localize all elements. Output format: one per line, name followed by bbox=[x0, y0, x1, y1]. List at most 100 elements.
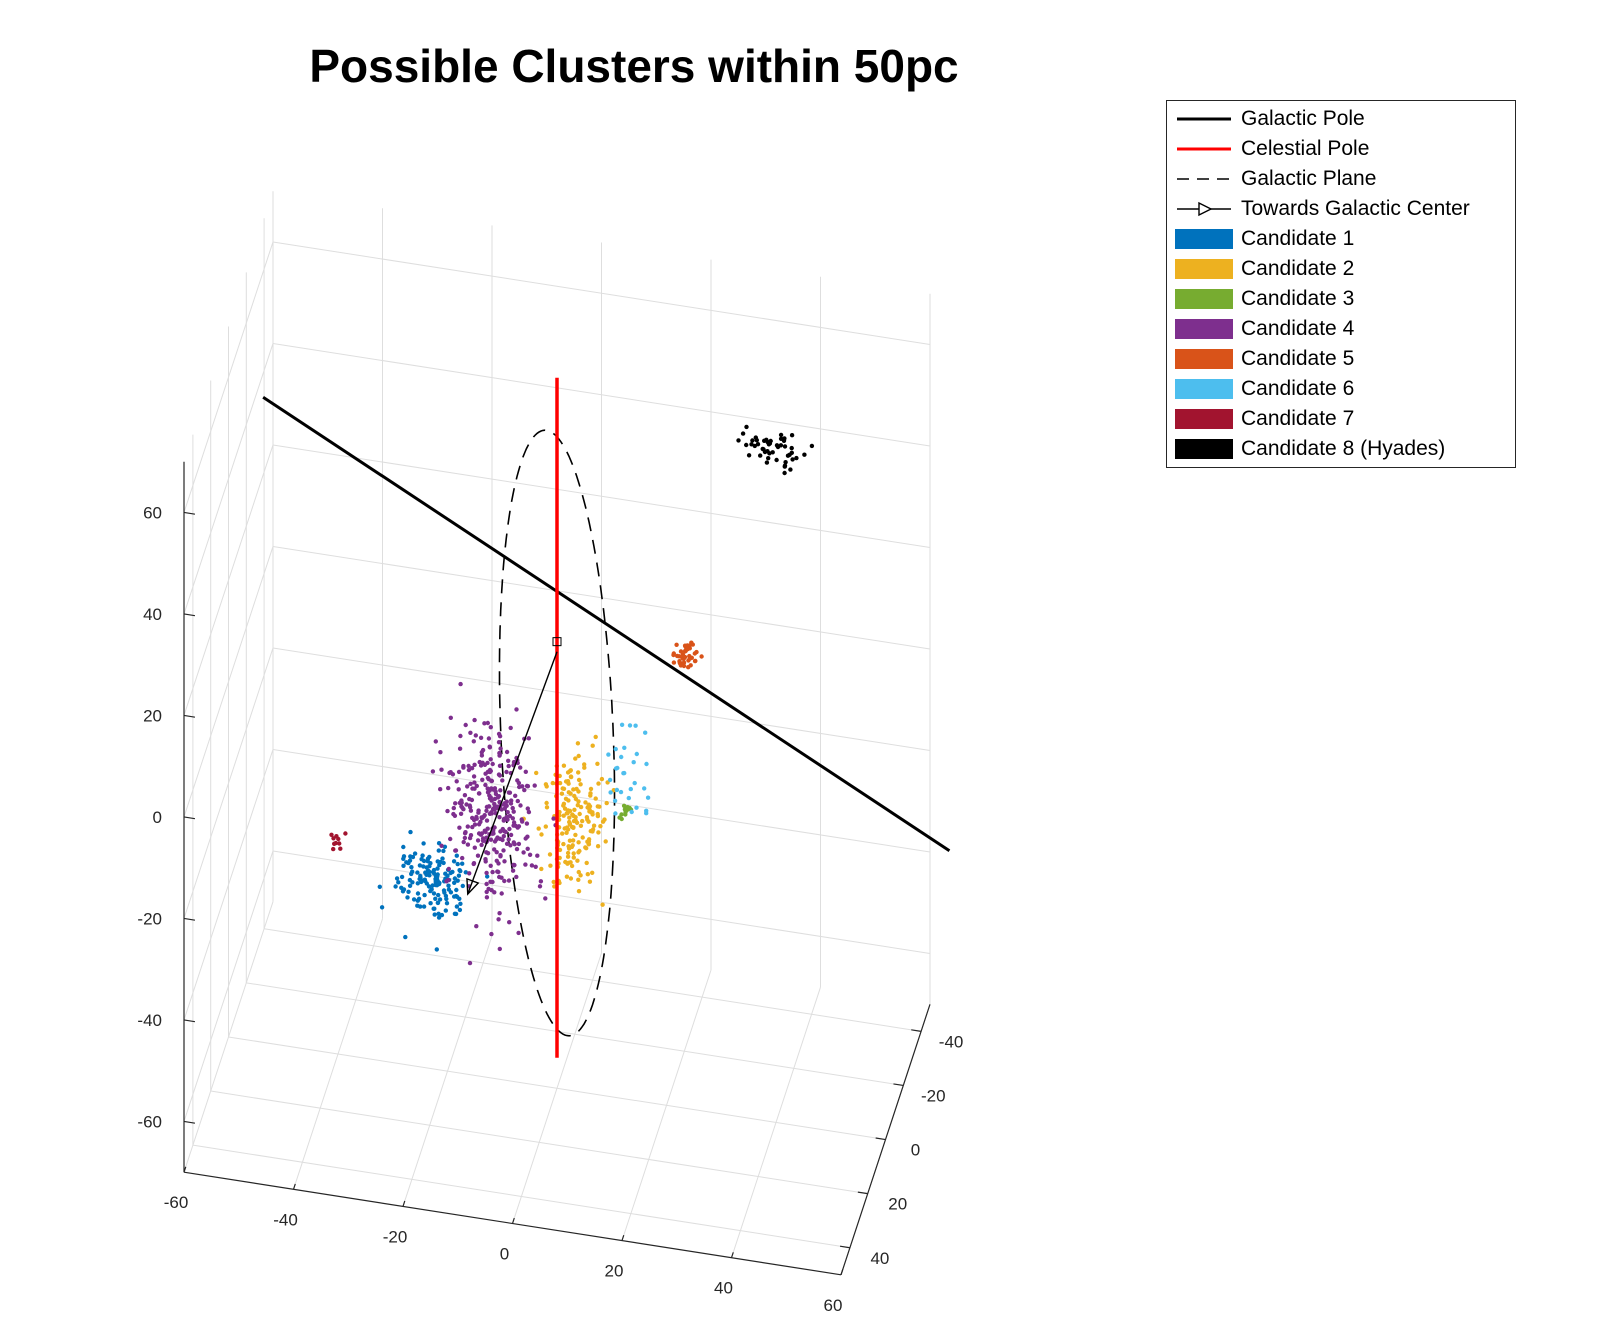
galactic-center-arrowhead bbox=[466, 877, 480, 896]
data-point bbox=[602, 817, 607, 822]
data-point bbox=[560, 831, 565, 836]
data-point bbox=[457, 825, 462, 830]
data-point bbox=[596, 830, 601, 835]
data-point bbox=[475, 853, 481, 858]
legend-item-galactic-pole: Galactic Pole bbox=[1173, 104, 1365, 134]
data-point bbox=[412, 851, 418, 856]
z-tick-mark bbox=[183, 917, 196, 921]
data-point bbox=[499, 891, 504, 896]
data-point bbox=[463, 830, 468, 835]
data-point bbox=[401, 887, 407, 892]
data-point bbox=[782, 464, 787, 469]
data-point bbox=[463, 870, 468, 875]
data-point bbox=[681, 660, 687, 665]
data-point bbox=[643, 730, 648, 735]
data-point bbox=[492, 890, 497, 895]
data-point bbox=[550, 780, 555, 786]
data-point bbox=[613, 811, 618, 816]
data-point bbox=[415, 870, 420, 875]
y-tick-mark bbox=[839, 1245, 850, 1249]
legend-swatch-candidate-5 bbox=[1173, 347, 1235, 371]
data-point bbox=[595, 761, 600, 766]
data-point bbox=[569, 863, 575, 869]
data-point bbox=[567, 815, 572, 820]
data-point bbox=[452, 880, 457, 885]
data-point bbox=[454, 779, 459, 784]
data-point bbox=[564, 830, 569, 835]
grid-line bbox=[183, 444, 274, 716]
data-point bbox=[539, 832, 544, 837]
data-point bbox=[461, 839, 466, 845]
data-point bbox=[483, 782, 488, 788]
data-point bbox=[532, 783, 537, 788]
data-point bbox=[564, 874, 570, 879]
data-point bbox=[593, 734, 598, 740]
data-point bbox=[524, 821, 530, 826]
data-point bbox=[480, 836, 486, 841]
data-point bbox=[489, 798, 494, 803]
data-point bbox=[421, 904, 427, 909]
x-tick-mark bbox=[292, 1183, 296, 1190]
data-point bbox=[433, 739, 438, 744]
data-point bbox=[537, 884, 543, 889]
grid-line bbox=[272, 647, 931, 752]
data-point bbox=[496, 869, 501, 875]
data-point bbox=[584, 860, 589, 866]
data-point bbox=[506, 878, 512, 883]
data-point bbox=[768, 438, 773, 444]
data-point bbox=[682, 654, 688, 660]
data-point bbox=[778, 436, 784, 441]
data-point bbox=[454, 853, 459, 858]
data-point bbox=[565, 854, 571, 859]
data-point bbox=[538, 879, 544, 884]
data-point bbox=[565, 810, 570, 816]
data-point bbox=[527, 852, 533, 857]
legend-label: Candidate 6 bbox=[1241, 377, 1355, 400]
data-point bbox=[443, 908, 448, 913]
data-point bbox=[492, 847, 497, 852]
data-point bbox=[426, 884, 432, 889]
data-point bbox=[511, 863, 517, 868]
data-point bbox=[677, 660, 682, 665]
legend-item-galactic-center: Towards Galactic Center bbox=[1173, 194, 1470, 224]
data-point bbox=[490, 831, 495, 836]
data-point bbox=[478, 735, 484, 740]
data-point bbox=[472, 717, 477, 723]
data-point bbox=[490, 761, 495, 767]
data-point bbox=[595, 813, 601, 819]
data-point bbox=[447, 770, 452, 776]
z-tick-mark bbox=[183, 511, 196, 515]
y-tick-label: -40 bbox=[939, 1032, 964, 1051]
data-point bbox=[453, 911, 459, 917]
axes bbox=[183, 461, 931, 1276]
data-point bbox=[674, 642, 679, 647]
data-point bbox=[436, 848, 441, 853]
data-point bbox=[446, 887, 452, 892]
data-point bbox=[487, 811, 493, 816]
data-point bbox=[603, 839, 608, 844]
data-point bbox=[485, 775, 491, 781]
data-point bbox=[497, 763, 503, 768]
data-point bbox=[774, 443, 780, 448]
data-point bbox=[788, 467, 793, 472]
legend-swatch-rect bbox=[1175, 409, 1233, 429]
data-point bbox=[498, 829, 503, 834]
data-point bbox=[515, 825, 520, 830]
data-point bbox=[619, 722, 625, 727]
data-point bbox=[394, 876, 400, 881]
z-tick-mark bbox=[183, 714, 196, 718]
data-point bbox=[559, 791, 565, 796]
data-point bbox=[485, 826, 490, 831]
data-point bbox=[333, 840, 338, 846]
x-tick-label: -60 bbox=[164, 1193, 189, 1212]
data-point bbox=[590, 743, 595, 748]
legend-swatch-rect bbox=[1175, 379, 1233, 399]
data-point bbox=[758, 453, 763, 458]
data-point bbox=[675, 653, 680, 659]
data-point bbox=[561, 813, 566, 818]
data-point bbox=[787, 452, 792, 457]
data-point bbox=[446, 785, 451, 791]
data-point bbox=[619, 816, 624, 822]
data-point bbox=[575, 741, 581, 746]
data-point bbox=[565, 770, 571, 775]
